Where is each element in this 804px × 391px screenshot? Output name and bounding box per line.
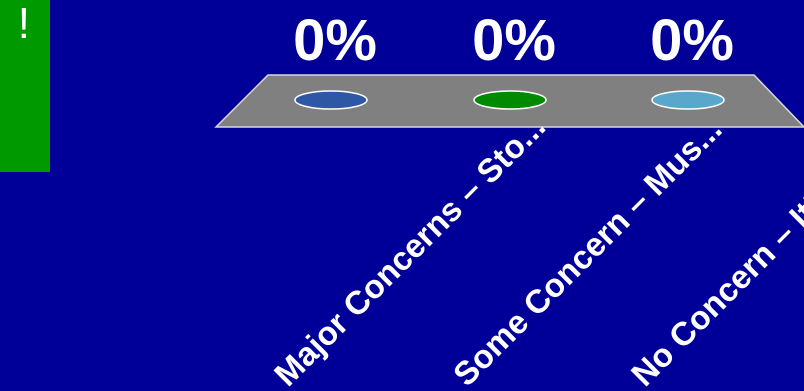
badge-text: ! bbox=[17, 0, 30, 48]
bar-3 bbox=[651, 90, 725, 110]
green-answer-badge: ! bbox=[0, 0, 50, 172]
bar-1 bbox=[294, 90, 368, 110]
bar-group bbox=[294, 90, 725, 110]
percent-label-group: 0% 0% 0% bbox=[293, 8, 734, 73]
percent-label-2: 0% bbox=[472, 8, 556, 73]
bar-2 bbox=[473, 90, 547, 110]
percent-label-1: 0% bbox=[293, 8, 377, 73]
category-label-group: Major Concerns – Sto...Some Concern – Mu… bbox=[267, 107, 804, 391]
percent-label-3: 0% bbox=[650, 8, 734, 73]
